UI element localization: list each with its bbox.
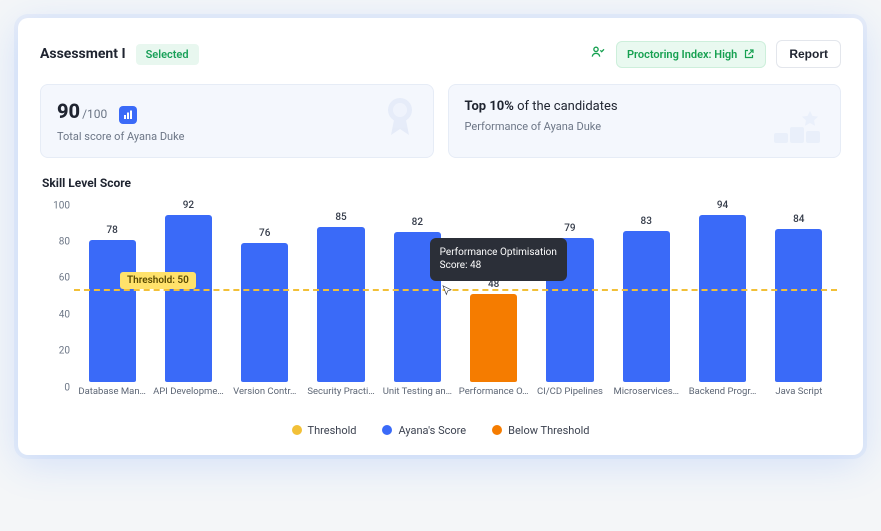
y-tick: 20 bbox=[40, 346, 70, 357]
bar-column[interactable]: 85 bbox=[303, 200, 379, 382]
proctoring-pill[interactable]: Proctoring Index: High bbox=[616, 41, 766, 68]
bar bbox=[89, 240, 136, 382]
rank-rest: of the candidates bbox=[514, 99, 618, 114]
y-tick: 40 bbox=[40, 309, 70, 320]
bar-column[interactable]: 48 bbox=[455, 200, 531, 382]
bar-value-label: 85 bbox=[335, 212, 346, 223]
x-label: Security Practi… bbox=[303, 386, 379, 410]
proctoring-label: Proctoring Index: High bbox=[627, 48, 737, 61]
bar-value-label: 76 bbox=[259, 228, 270, 239]
bar-value-label: 83 bbox=[641, 216, 652, 227]
bar-column[interactable]: 83 bbox=[608, 200, 684, 382]
header-row: Assessment I Selected Proctoring Index: … bbox=[40, 40, 841, 68]
x-label: API Developme… bbox=[150, 386, 226, 410]
bars-container: 78 92 76 85 82 48 79 83 94 84 bbox=[74, 200, 837, 382]
header-left: Assessment I Selected bbox=[40, 44, 199, 65]
bar bbox=[470, 294, 517, 381]
bar bbox=[165, 215, 212, 382]
x-label: Database Man… bbox=[74, 386, 150, 410]
threshold-tag: Threshold: 50 bbox=[120, 272, 196, 289]
bar bbox=[317, 227, 364, 382]
bar-column[interactable]: 94 bbox=[684, 200, 760, 382]
bar-value-label: 79 bbox=[564, 223, 575, 234]
plot-area: 78 92 76 85 82 48 79 83 94 84 Threshold: 50 Perfo… bbox=[74, 200, 837, 382]
skill-chart: 78 92 76 85 82 48 79 83 94 84 Threshold: 50 Perfo… bbox=[40, 200, 841, 410]
x-label: Version Contr… bbox=[227, 386, 303, 410]
legend-swatch bbox=[492, 425, 502, 435]
bar-value-label: 82 bbox=[412, 217, 423, 228]
bar bbox=[775, 229, 822, 382]
bar-column[interactable]: 79 bbox=[532, 200, 608, 382]
user-check-icon bbox=[590, 44, 606, 64]
legend-item: Ayana's Score bbox=[382, 424, 466, 437]
rank-bold: Top 10% bbox=[465, 99, 514, 114]
bar-column[interactable]: 92 bbox=[150, 200, 226, 382]
legend-swatch bbox=[292, 425, 302, 435]
legend-label: Threshold bbox=[308, 424, 357, 437]
score-tile: 90/100 Total score of Ayana Duke bbox=[40, 84, 434, 158]
chart-title: Skill Level Score bbox=[42, 176, 841, 190]
x-axis: Database Man…API Developme…Version Contr… bbox=[74, 386, 837, 410]
y-tick: 0 bbox=[40, 382, 70, 393]
threshold-line bbox=[74, 289, 837, 291]
x-label: CI/CD Pipelines bbox=[532, 386, 608, 410]
bar-column[interactable]: 76 bbox=[227, 200, 303, 382]
score-max: /100 bbox=[82, 107, 107, 121]
bar-value-label: 92 bbox=[183, 200, 194, 211]
chart-tooltip: Performance Optimisation Score: 48 bbox=[430, 238, 567, 281]
report-button[interactable]: Report bbox=[776, 40, 841, 68]
assessment-card: Assessment I Selected Proctoring Index: … bbox=[18, 18, 863, 455]
x-label: Performance O… bbox=[455, 386, 531, 410]
legend-item: Threshold bbox=[292, 424, 357, 437]
x-label: Unit Testing an… bbox=[379, 386, 455, 410]
score-subtitle: Total score of Ayana Duke bbox=[57, 130, 417, 143]
bar-value-label: 84 bbox=[793, 214, 804, 225]
x-label: Backend Progr… bbox=[684, 386, 760, 410]
legend-label: Ayana's Score bbox=[398, 424, 466, 437]
summary-tiles: 90/100 Total score of Ayana Duke Top 10%… bbox=[40, 84, 841, 158]
y-tick: 60 bbox=[40, 273, 70, 284]
bar bbox=[623, 231, 670, 382]
page-title: Assessment I bbox=[40, 46, 126, 62]
score-value: 90 bbox=[57, 99, 80, 123]
bar bbox=[241, 243, 288, 381]
bar-chart-icon bbox=[119, 106, 137, 124]
tooltip-line2: Score: 48 bbox=[440, 259, 557, 273]
legend-swatch bbox=[382, 425, 392, 435]
bar-value-label: 94 bbox=[717, 200, 728, 211]
x-label: Microservices… bbox=[608, 386, 684, 410]
external-link-icon bbox=[743, 48, 755, 60]
cursor-icon bbox=[440, 284, 454, 301]
rank-tile: Top 10% of the candidates Performance of… bbox=[448, 84, 842, 158]
podium-icon bbox=[770, 109, 826, 147]
legend-item: Below Threshold bbox=[492, 424, 589, 437]
score-line: 90/100 bbox=[57, 99, 417, 124]
x-label: Java Script bbox=[761, 386, 837, 410]
status-badge: Selected bbox=[136, 44, 199, 65]
bar-column[interactable]: 84 bbox=[761, 200, 837, 382]
bar-value-label: 78 bbox=[106, 225, 117, 236]
y-tick: 80 bbox=[40, 236, 70, 247]
header-right: Proctoring Index: High Report bbox=[590, 40, 841, 68]
chart-legend: Threshold Ayana's Score Below Threshold bbox=[40, 424, 841, 437]
tooltip-line1: Performance Optimisation bbox=[440, 246, 557, 260]
bar bbox=[699, 215, 746, 382]
bar-column[interactable]: 78 bbox=[74, 200, 150, 382]
medal-icon bbox=[381, 95, 419, 143]
y-tick: 100 bbox=[40, 200, 70, 211]
legend-label: Below Threshold bbox=[508, 424, 589, 437]
